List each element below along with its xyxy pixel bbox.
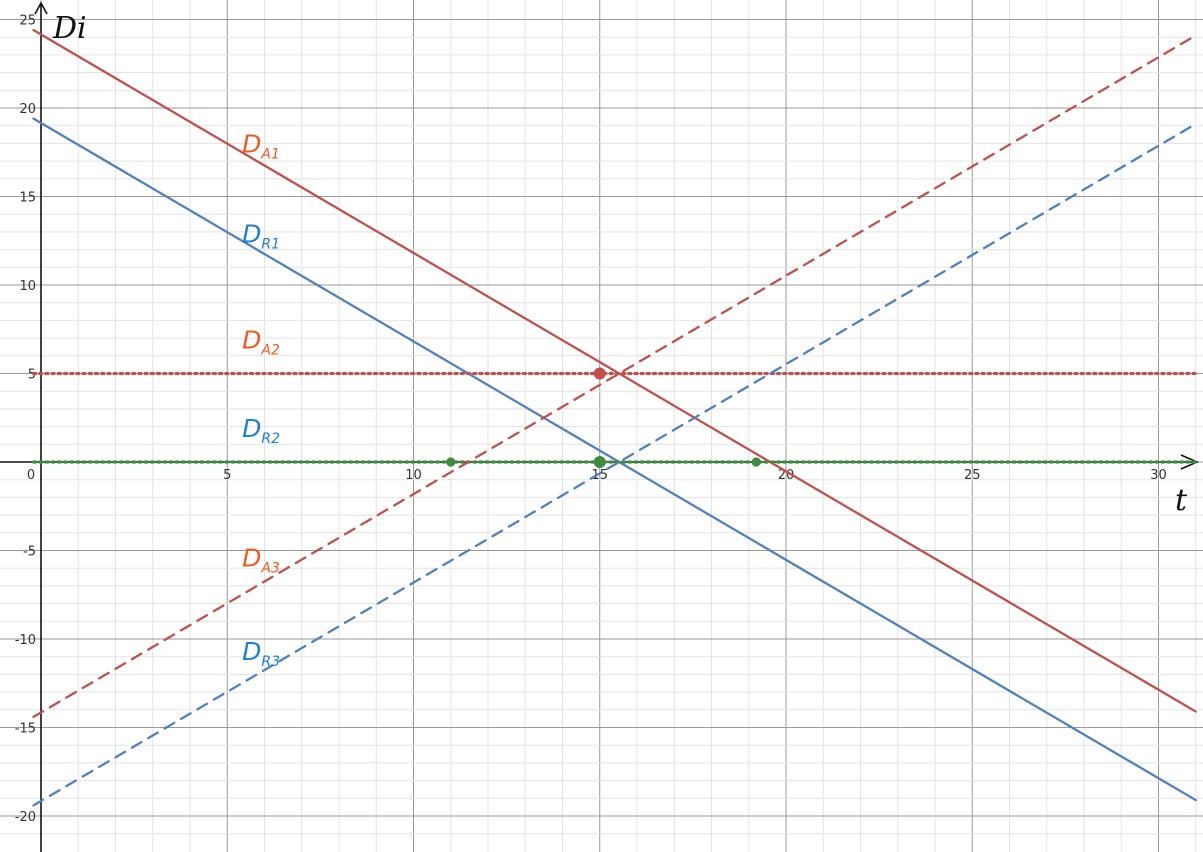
y-tick-label: 20 — [19, 102, 36, 117]
x-axis-title: t — [1175, 483, 1188, 518]
y-tick-label: -15 — [15, 722, 36, 737]
x-tick-label: 25 — [964, 468, 981, 483]
x-tick-label: 15 — [591, 468, 608, 483]
y-tick-label: 15 — [19, 191, 36, 206]
intersection-point — [593, 367, 606, 380]
intersection-points — [446, 367, 761, 468]
y-tick-label: -10 — [15, 633, 36, 648]
series-labels: DA1 DR1 DA2 DR2 DA3 DR3 — [242, 129, 280, 670]
series-label-dr3: DR3 — [242, 637, 280, 670]
x-tick-label: 30 — [1150, 468, 1167, 483]
x-tick-label: 0 — [27, 468, 35, 483]
x-tick-label: 5 — [223, 468, 231, 483]
series-line-da1 — [32, 28, 1197, 713]
series-line-dr3 — [32, 122, 1197, 807]
y-tick-label: 5 — [28, 368, 36, 383]
y-axis-arrow — [34, 1, 48, 15]
series-label-dr2: DR2 — [242, 414, 280, 447]
y-tick-label: -5 — [23, 545, 36, 560]
y-axis-title: Di — [52, 11, 87, 46]
series-line-dr1 — [32, 117, 1197, 802]
intersection-point — [751, 457, 761, 467]
y-tick-label: 10 — [19, 279, 36, 294]
tick-labels: 0 5 10 15 20 25 30 25 20 15 10 5 -5 -10 -15 -20 — [15, 14, 1167, 826]
series-lines — [31, 28, 1198, 807]
series-label-da1: DA1 — [242, 129, 280, 162]
series-label-da2: DA2 — [242, 326, 280, 359]
intersection-point — [593, 456, 606, 468]
series-label-dr1: DR1 — [242, 220, 280, 253]
axis-titles: Di t — [52, 11, 1188, 518]
x-tick-label: 10 — [405, 468, 422, 483]
intersection-point — [446, 457, 456, 467]
series-line-da3 — [32, 34, 1197, 719]
y-tick-label: -20 — [15, 810, 36, 825]
x-tick-label: 20 — [778, 468, 795, 483]
series-label-da3: DA3 — [242, 543, 280, 576]
x-axis-arrow — [1180, 454, 1199, 470]
y-tick-label: 25 — [19, 14, 36, 29]
